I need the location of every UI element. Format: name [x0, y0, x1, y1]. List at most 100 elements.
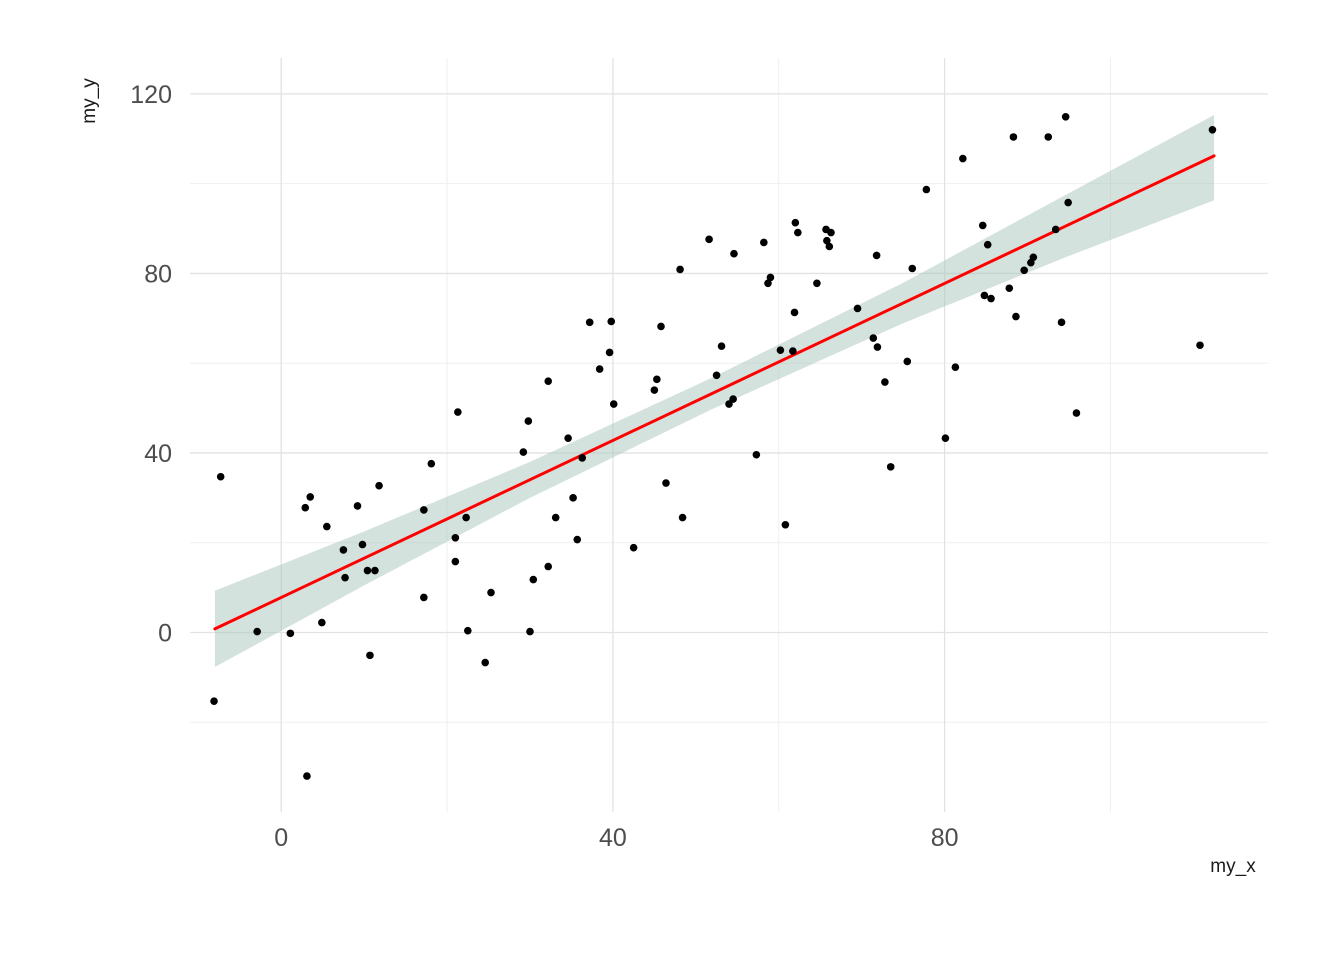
data-point	[662, 479, 670, 487]
data-point	[544, 562, 553, 571]
data-point	[573, 535, 582, 544]
data-point	[605, 348, 614, 357]
data-point	[813, 279, 821, 288]
data-point	[1020, 266, 1029, 275]
data-point	[717, 342, 726, 350]
data-point	[1044, 133, 1053, 141]
data-point	[873, 343, 882, 351]
data-point	[1051, 225, 1060, 234]
data-point	[853, 304, 862, 313]
x-tick-label: 0	[274, 824, 288, 852]
data-point	[301, 503, 310, 512]
data-point	[903, 357, 912, 366]
data-point	[451, 557, 460, 566]
data-point	[569, 494, 577, 502]
data-point	[253, 627, 261, 636]
data-point	[1064, 198, 1072, 207]
data-point	[526, 627, 534, 636]
data-point	[941, 434, 950, 442]
data-point	[951, 363, 960, 372]
data-point	[375, 481, 383, 490]
data-point	[1009, 133, 1018, 141]
data-point	[551, 513, 560, 522]
data-point	[420, 506, 428, 514]
data-point	[908, 264, 917, 273]
data-point	[760, 238, 768, 247]
data-point	[578, 454, 587, 462]
data-point	[827, 228, 835, 237]
data-point	[730, 249, 738, 258]
data-point	[1005, 284, 1014, 293]
y-tick-label: 80	[144, 260, 172, 288]
data-point	[303, 772, 311, 780]
data-point	[881, 378, 889, 386]
data-point	[216, 472, 225, 481]
data-point	[678, 513, 687, 522]
data-point	[524, 417, 533, 425]
data-point	[781, 520, 790, 529]
data-point	[1072, 409, 1081, 417]
data-point	[1196, 341, 1204, 350]
data-point	[791, 218, 800, 227]
data-point	[789, 347, 797, 355]
data-point	[358, 540, 367, 549]
data-point	[676, 265, 684, 274]
data-point	[752, 450, 761, 459]
data-point	[629, 543, 638, 552]
data-point	[420, 593, 428, 602]
data-point	[1061, 112, 1070, 121]
data-point	[650, 386, 659, 394]
data-point	[980, 291, 989, 300]
data-point	[306, 493, 315, 501]
data-point	[978, 221, 987, 230]
x-tick-label: 40	[599, 824, 627, 852]
data-point	[609, 400, 618, 408]
data-point	[462, 513, 470, 522]
data-point	[595, 365, 604, 373]
data-point	[427, 459, 436, 468]
y-axis-title: my_y	[79, 78, 100, 124]
data-point	[1208, 126, 1217, 134]
x-tick-label: 80	[931, 824, 959, 852]
data-point	[454, 408, 462, 416]
data-point	[872, 251, 881, 260]
data-point	[286, 629, 295, 638]
data-point	[823, 236, 831, 245]
data-point	[607, 317, 616, 326]
data-point	[776, 346, 785, 354]
data-point	[794, 228, 802, 237]
data-point	[922, 185, 931, 194]
data-point	[210, 697, 218, 705]
data-point	[585, 318, 594, 327]
data-point	[983, 240, 992, 249]
data-point	[363, 566, 372, 575]
data-point	[318, 618, 326, 627]
data-point	[653, 375, 661, 384]
data-point	[463, 626, 472, 635]
y-tick-label: 40	[144, 440, 172, 468]
data-point	[790, 308, 799, 317]
y-tick-label: 120	[130, 81, 172, 109]
data-point	[959, 154, 967, 163]
x-axis-title: my_x	[1210, 856, 1256, 877]
regression-line	[213, 154, 1216, 631]
data-point	[657, 322, 665, 331]
data-point	[766, 273, 775, 282]
data-point	[1029, 253, 1038, 262]
data-point	[519, 448, 528, 456]
data-point	[371, 566, 379, 575]
data-point	[886, 463, 895, 471]
data-point	[341, 573, 349, 582]
data-point	[544, 377, 553, 385]
data-point	[825, 242, 834, 251]
data-point	[1012, 312, 1020, 321]
data-point	[1057, 318, 1066, 327]
data-point	[366, 651, 374, 660]
data-point	[712, 371, 721, 380]
data-point	[564, 434, 572, 442]
data-point	[481, 658, 490, 667]
data-point	[323, 522, 331, 531]
data-point	[764, 279, 772, 288]
